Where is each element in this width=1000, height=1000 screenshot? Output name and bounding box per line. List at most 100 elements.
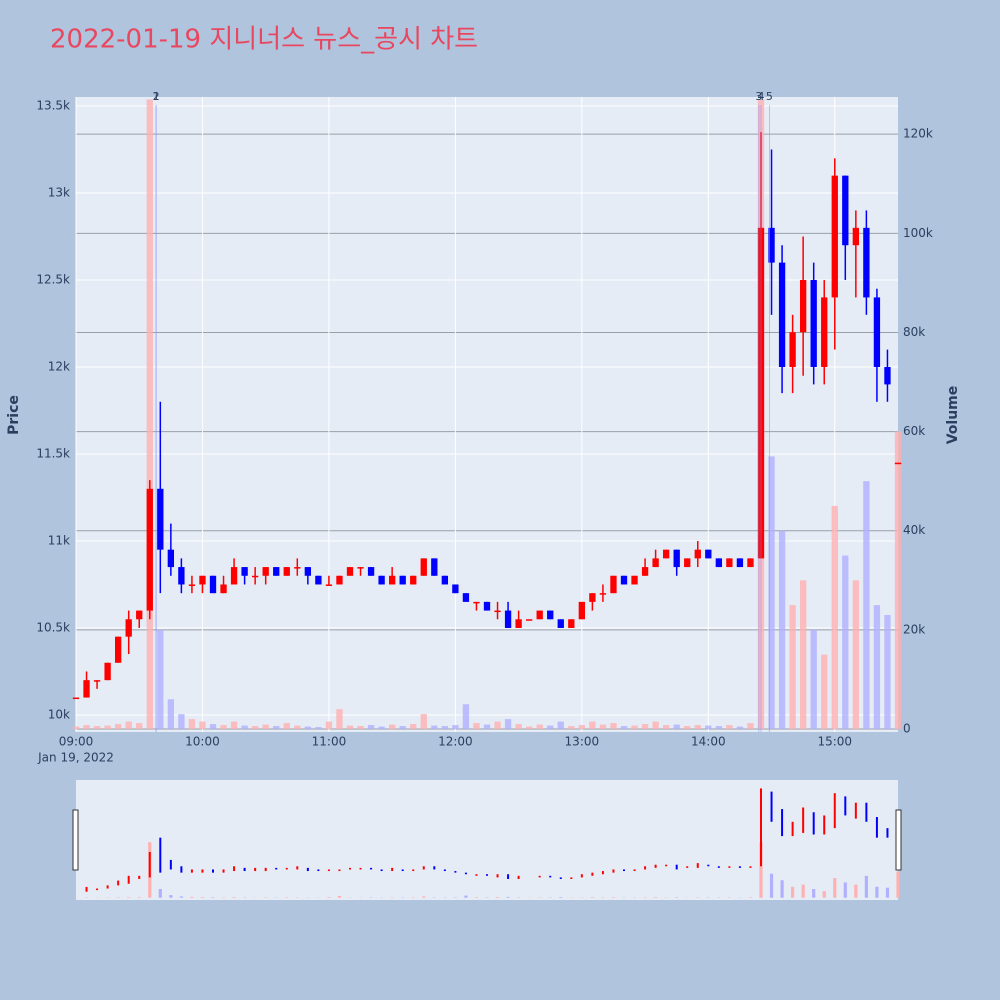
candle-body (715, 558, 723, 568)
candle-body (378, 575, 385, 585)
candle-body (694, 549, 701, 559)
candle-body (367, 567, 375, 576)
volume-bar (104, 725, 111, 730)
volume-bar (294, 725, 301, 730)
slider-volume-bar (232, 897, 236, 898)
slider-volume-bar (875, 886, 879, 898)
slider-volume-bar (559, 897, 563, 898)
candle-body (863, 227, 870, 298)
slider-volume-bar (833, 878, 837, 898)
candle-body (536, 610, 543, 620)
candle-body (157, 488, 164, 550)
volume-bar (378, 726, 385, 730)
candle-body (610, 575, 617, 594)
volume-bar (146, 99, 153, 730)
x-tick-label: 13:00 (565, 735, 600, 749)
volume-bar (452, 725, 459, 730)
y-tick-label: 13.5k (36, 99, 70, 113)
candle-body (431, 558, 438, 576)
volume-bar (662, 725, 670, 730)
x-tick-label: 14:00 (691, 735, 726, 749)
range-handle-left[interactable] (72, 809, 79, 871)
candle-body (199, 575, 206, 585)
volume-bar (863, 481, 870, 730)
slider-volume-bar (854, 884, 858, 898)
candle-body (441, 575, 449, 585)
volume-bar (157, 629, 164, 730)
volume-bar (852, 580, 860, 730)
candle-body (768, 227, 775, 263)
candle-body (662, 549, 670, 559)
y-tick-label: 12k (48, 360, 70, 374)
candle-body (568, 619, 575, 628)
volume-bar (547, 725, 554, 730)
candle-body (894, 462, 902, 465)
candle-body (146, 488, 153, 611)
candle-body (726, 558, 733, 568)
candle-body (241, 567, 248, 576)
volume-bar (578, 725, 586, 730)
annotation: 5 (766, 90, 773, 103)
volume-bar (178, 714, 185, 730)
slider-volume-bar (864, 875, 868, 898)
candle-body (631, 575, 638, 585)
volume-bar (241, 725, 248, 730)
volume-bar (304, 726, 312, 730)
volume-bar (694, 725, 701, 730)
slider-volume-bar (422, 896, 426, 898)
candle-body (462, 593, 470, 602)
slider-volume-bar (200, 897, 205, 898)
slider-volume-bar (506, 896, 510, 898)
volume-bar (251, 726, 259, 730)
volume-bar (884, 615, 891, 730)
y2-tick-label: 120k (903, 127, 933, 141)
volume-bar (273, 726, 280, 730)
candle-body (336, 575, 343, 585)
volume-bar (736, 726, 744, 730)
candle-body (831, 175, 838, 298)
volume-bar (715, 726, 723, 730)
candle-body (799, 280, 807, 333)
y2-tick-label: 20k (903, 622, 925, 636)
volume-bar (209, 724, 217, 730)
candle-body (72, 697, 80, 700)
volume-bar (399, 726, 406, 730)
volume-bar (220, 725, 227, 730)
candle-body (789, 332, 796, 368)
volume-bar (705, 725, 712, 730)
candle-body (283, 567, 290, 576)
volume-bar (599, 724, 607, 730)
x-tick-label: 15:00 (817, 735, 852, 749)
candle-body (852, 227, 860, 246)
volume-bar (188, 719, 196, 730)
slider-volume-bar (464, 895, 468, 898)
slider-volume-bar (843, 882, 847, 898)
range-handle-right[interactable] (895, 809, 902, 871)
slider-volume-bar (169, 895, 173, 898)
range-slider[interactable] (76, 780, 898, 900)
candle-body (873, 297, 881, 368)
volume-bar (768, 456, 775, 730)
volume-bar (568, 726, 575, 730)
slider-volume-bar (158, 888, 162, 898)
slider-volume-bar (611, 897, 616, 898)
candle-body (705, 549, 712, 559)
candle-body (673, 549, 680, 568)
candle-body (778, 262, 786, 368)
y-tick-label: 11.5k (36, 446, 70, 460)
volume-bar (557, 721, 564, 730)
volume-bar (72, 726, 80, 730)
candle-body (104, 662, 111, 681)
y2-axis-title: Volume (945, 386, 961, 445)
slider-volume-bar (654, 897, 658, 898)
candle-body (494, 610, 501, 613)
candle-body (736, 558, 744, 568)
volume-bar (125, 721, 132, 730)
volume-bar (199, 721, 206, 730)
volume-bar (346, 725, 354, 730)
volume-bar (726, 725, 733, 730)
slider-volume-bar (137, 897, 141, 898)
slider-volume-bar (474, 897, 479, 898)
volume-bar (473, 723, 480, 730)
